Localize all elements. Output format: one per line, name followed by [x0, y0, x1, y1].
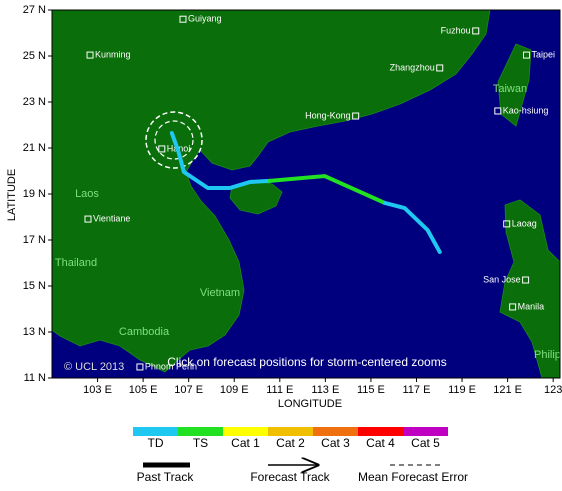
y-tick-label: 23 N	[23, 96, 46, 108]
y-tick-label: 17 N	[23, 234, 46, 246]
forecast-error-circle	[154, 120, 194, 160]
city-marker	[84, 215, 92, 223]
city-marker	[136, 363, 144, 371]
legend-label: Past Track	[137, 470, 195, 484]
x-tick-label: 123	[544, 384, 562, 396]
region-label: Taiwan	[493, 83, 527, 95]
legend-label: Cat 1	[231, 436, 260, 450]
city-marker	[523, 51, 531, 59]
city-label: Phnom Penh	[145, 361, 197, 371]
taiwan	[497, 43, 532, 127]
legend-label: Cat 2	[276, 436, 305, 450]
forecast-error-circle	[145, 111, 203, 169]
legend: Past Track Forecast Track Mean Forecast …	[133, 427, 468, 484]
x-axis-label: LONGITUDE	[278, 398, 342, 410]
track-segment	[382, 200, 442, 254]
legend-label: TS	[193, 436, 208, 450]
legend-label: Cat 4	[366, 436, 395, 450]
mainland	[52, 10, 491, 373]
region-label: Laos	[75, 188, 99, 200]
cities: Guiyang Kunming Fuzhou Taipei Zhangzhou Kao-h…	[84, 14, 556, 371]
x-tick-label: 119 E	[448, 384, 476, 396]
region-label: Thailand	[55, 257, 97, 269]
city-label: Zhangzhou	[390, 62, 435, 72]
x-tick-label: 121 E	[493, 384, 522, 396]
legend-label: Cat 3	[321, 436, 350, 450]
storm-track	[169, 131, 442, 254]
city-marker	[436, 64, 444, 72]
y-tick-label: 15 N	[23, 280, 46, 292]
city-label: Laoag	[512, 218, 537, 228]
region-label: Vietnam	[200, 287, 240, 299]
x-tick-label: 115 E	[357, 384, 385, 396]
y-tick-label: 19 N	[23, 188, 46, 200]
city-label: Vientiane	[93, 213, 130, 223]
city-marker	[503, 220, 511, 228]
x-tick-label: 113 E	[311, 384, 339, 396]
city-marker	[86, 51, 94, 59]
legend-swatch	[403, 427, 448, 436]
y-tick-label: 11 N	[24, 372, 46, 384]
legend-swatch	[268, 427, 313, 436]
legend-swatch	[178, 427, 223, 436]
legend-swatch	[223, 427, 268, 436]
map-area[interactable]: Laos Thailand Vietnam Cambodia Taiwan Ph…	[52, 10, 561, 378]
track-segment	[169, 131, 272, 191]
city-marker	[158, 145, 166, 153]
x-tick-label: 107 E	[174, 384, 203, 396]
city-label: Kunming	[95, 49, 131, 59]
city-label: Taipei	[532, 49, 556, 59]
city-marker	[352, 112, 360, 120]
city-marker	[522, 276, 530, 284]
city-marker	[509, 303, 517, 311]
legend-swatch	[313, 427, 358, 436]
y-tick-label: 13 N	[23, 326, 46, 338]
city-label: Kao-hsiung	[503, 105, 549, 115]
city-label: San Jose	[483, 274, 521, 284]
city-marker	[494, 107, 502, 115]
x-tick-label: 103 E	[83, 384, 112, 396]
legend-label: TD	[148, 436, 164, 450]
legend-label: Mean Forecast Error	[358, 470, 468, 484]
y-tick-label: 25 N	[23, 50, 46, 62]
y-tick-label: 21 N	[23, 142, 46, 154]
y-tick-label: 27 N	[23, 4, 46, 16]
city-marker	[179, 15, 187, 23]
city-label: Hong-Kong	[305, 110, 351, 120]
region-label: Cambodia	[119, 326, 170, 338]
x-tick-label: 117 E	[403, 384, 431, 396]
legend-label: Cat 5	[411, 436, 440, 450]
hint: Click on forecast positions for storm-ce…	[167, 355, 446, 369]
region-label: Philip	[534, 349, 561, 361]
legend-swatch	[358, 427, 403, 436]
city-label: Guiyang	[188, 14, 222, 24]
x-tick-label: 109 E	[220, 384, 249, 396]
city-label: Manila	[518, 301, 545, 311]
legend-label: Forecast Track	[250, 470, 330, 484]
city-marker	[472, 27, 480, 35]
philippines	[499, 199, 560, 378]
legend-swatch	[133, 427, 178, 436]
x-tick-label: 111 E	[266, 384, 293, 396]
y-axis-label: LATITUDE	[6, 169, 18, 221]
x-tick-label: 105 E	[129, 384, 158, 396]
copyright: © UCL 2013	[64, 361, 124, 373]
city-label: Fuzhou	[441, 25, 471, 35]
track-segment	[267, 174, 387, 205]
axes: 103 E 105 E 107 E 109 E 111 E 113 E 115 E 117 E…	[23, 4, 562, 396]
